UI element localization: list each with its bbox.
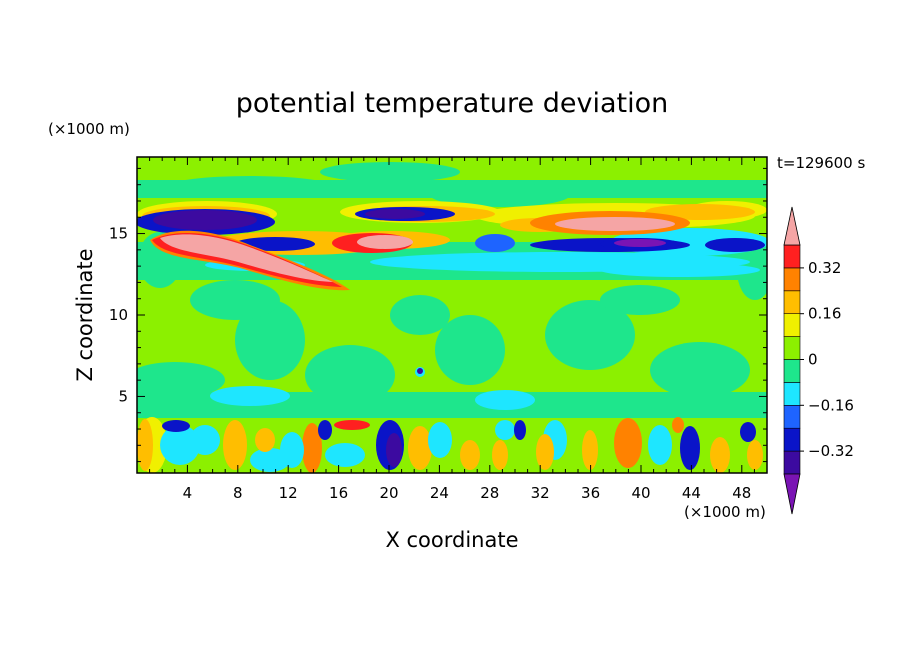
contour-cell: [280, 432, 304, 468]
contour-cell: [710, 437, 730, 473]
colorbar-segment: [783, 359, 801, 383]
contour-cell: [747, 440, 763, 470]
contour-cell: [614, 418, 642, 468]
y-tick-label: 15: [109, 225, 128, 243]
contour-cell: [365, 209, 425, 219]
contour-cell: [223, 420, 247, 470]
contour-cell: [600, 285, 680, 315]
x-axis-ticks: 4 8 12 16 20 24 28 32 36 40 44 48: [149, 157, 755, 502]
contour-cell: [334, 420, 370, 430]
colorbar-label: −0.32: [808, 442, 854, 460]
contour-cell: [705, 238, 765, 252]
y-axis-ticks: 5 10 15: [109, 167, 767, 463]
contour-cell: [555, 217, 675, 231]
contour-cell: [545, 300, 635, 370]
colorbar-segment: [783, 404, 801, 429]
contour-cell: [475, 390, 535, 410]
contour-cell: [495, 420, 515, 440]
y-axis-unit: (×1000 m): [48, 120, 130, 138]
contour-cell: [435, 315, 505, 385]
contour-cell: [160, 234, 333, 282]
contour-cell: [210, 386, 290, 406]
y-tick-label: 10: [109, 306, 128, 324]
contour-cell: [190, 425, 220, 455]
contour-cell: [137, 419, 153, 471]
contour-cell: [235, 300, 305, 380]
x-tick-label: 16: [329, 484, 348, 502]
contour-cell: [514, 420, 526, 440]
colorbar-segment: [783, 267, 801, 292]
x-tick-label: 44: [682, 484, 701, 502]
colorbar-label: −0.16: [808, 396, 854, 414]
contour-cell: [153, 210, 257, 230]
contour-cell: [190, 280, 280, 320]
contour-fields: [137, 162, 767, 473]
colorbar-label: 0: [808, 351, 818, 369]
contour-cell: [250, 448, 290, 472]
contour-cell: [302, 423, 322, 473]
contour-cell: [137, 362, 225, 398]
colorbar-segment: [783, 336, 801, 360]
colorbar-label: 0.32: [808, 259, 841, 277]
y-tick-label: 5: [118, 387, 128, 405]
x-axis-unit: (×1000 m): [684, 503, 766, 521]
contour-cell: [408, 426, 432, 470]
colorbar-top-arrow: [783, 206, 801, 246]
x-tick-label: 24: [430, 484, 449, 502]
contour-cell: [305, 345, 395, 405]
contour-cell: [614, 239, 666, 247]
x-tick-label: 32: [531, 484, 550, 502]
contour-cell: [650, 342, 750, 398]
time-label: t=129600 s: [777, 154, 865, 172]
contour-cell: [428, 422, 452, 458]
contour-cell: [600, 263, 760, 277]
colorbar: 0.32 0.16 0 −0.16 −0.32: [783, 206, 854, 515]
x-tick-label: 40: [631, 484, 650, 502]
contour-cell: [417, 368, 423, 374]
colorbar-segment: [783, 313, 801, 337]
colorbar-segment: [783, 450, 801, 475]
contour-cell: [325, 443, 365, 467]
contour-cell: [320, 162, 460, 182]
colorbar-segment: [783, 244, 801, 269]
x-tick-label: 12: [279, 484, 298, 502]
colorbar-segment: [783, 382, 801, 406]
x-tick-label: 28: [480, 484, 499, 502]
contour-cell: [460, 440, 480, 470]
contour-cell: [318, 420, 332, 440]
contour-cell: [475, 234, 515, 252]
contour-cell: [170, 176, 330, 196]
colorbar-bottom-arrow: [783, 473, 801, 515]
contour-cell: [582, 430, 598, 470]
contour-cell: [536, 434, 554, 470]
contour-cell: [740, 422, 756, 442]
contour-cell: [160, 425, 200, 465]
x-tick-label: 20: [379, 484, 398, 502]
contour-cell: [672, 417, 684, 433]
x-tick-label: 48: [732, 484, 751, 502]
x-tick-label: 8: [233, 484, 243, 502]
y-axis-label: Z coordinate: [73, 248, 97, 381]
contour-cell: [255, 428, 275, 452]
contour-cell: [162, 420, 190, 432]
x-axis-label: X coordinate: [385, 528, 518, 552]
x-tick-label: 36: [581, 484, 600, 502]
contour-cell: [648, 425, 672, 465]
chart-title: potential temperature deviation: [236, 88, 668, 119]
contour-cell: [357, 235, 413, 249]
contour-cell: [386, 433, 402, 467]
plot-area: [136, 156, 768, 474]
x-tick-label: 4: [183, 484, 193, 502]
colorbar-segment: [783, 290, 801, 314]
contour-cell: [390, 295, 450, 335]
contour-cell: [680, 426, 700, 470]
contour-cell: [430, 183, 570, 207]
colorbar-segment: [783, 427, 801, 452]
colorbar-label: 0.16: [808, 305, 841, 323]
contour-cell: [492, 440, 508, 470]
